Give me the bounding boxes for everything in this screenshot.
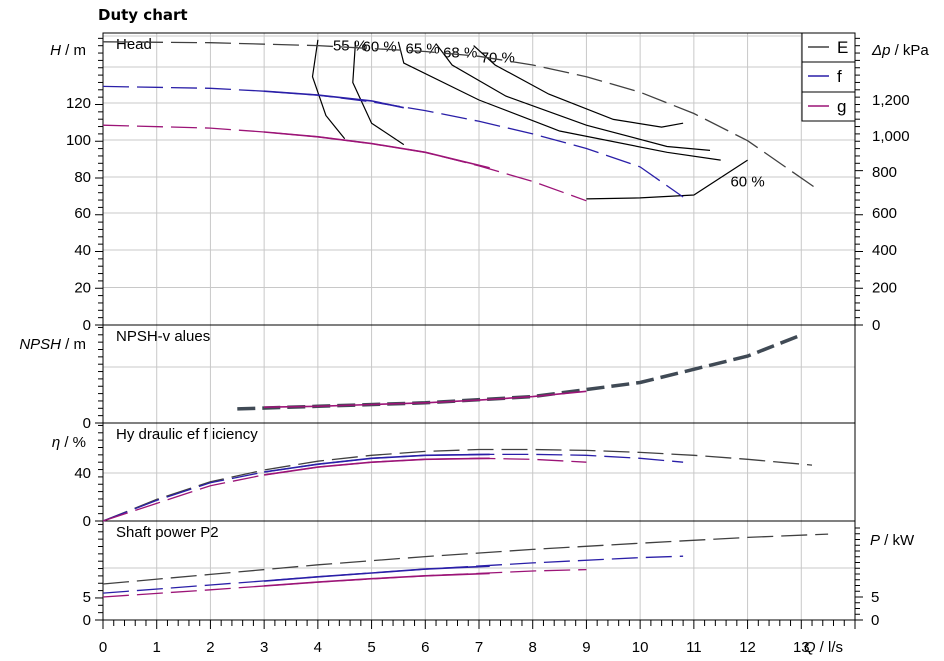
y-tick-label: 40 xyxy=(74,242,91,259)
x-tick-label: 5 xyxy=(367,639,375,656)
y2-tick-label: 1,200 xyxy=(872,92,910,109)
x-axis-label: Q / l/s xyxy=(804,639,843,656)
series-E-head xyxy=(102,41,818,190)
efficiency-contour-label: 60 % xyxy=(730,173,764,190)
x-tick-label: 10 xyxy=(632,639,649,656)
y-tick-label: 60 xyxy=(74,205,91,222)
efficiency-contour-label: 55 % xyxy=(333,38,367,55)
y-axis-label: NPSH / m xyxy=(19,336,86,353)
panel-label-head: Head xyxy=(116,36,152,53)
x-tick-label: 2 xyxy=(206,639,214,656)
y-tick-label: 0 xyxy=(83,317,91,334)
efficiency-contour xyxy=(435,43,711,151)
x-tick-label: 4 xyxy=(314,639,322,656)
efficiency-contour-label: 60 % xyxy=(363,39,397,56)
grid-layer xyxy=(103,33,855,620)
series-g-npsh xyxy=(264,390,587,408)
y-tick-label: 20 xyxy=(74,280,91,297)
x-tick-label: 7 xyxy=(475,639,483,656)
series-f-efficiency xyxy=(102,453,684,522)
x-tick-label: 9 xyxy=(582,639,590,656)
panel-label-power: Shaft power P2 xyxy=(116,524,219,541)
y-tick-label: 0 xyxy=(83,513,91,530)
series-g-head xyxy=(102,124,587,202)
y-tick-label: 0 xyxy=(83,612,91,629)
tick-layer xyxy=(95,37,863,629)
x-tick-label: 3 xyxy=(260,639,268,656)
efficiency-contour-label: 70 % xyxy=(481,49,515,66)
y2-tick-label: 0 xyxy=(871,612,879,629)
x-tick-label: 12 xyxy=(739,639,756,656)
efficiency-contour xyxy=(586,159,748,200)
x-tick-label: 13 xyxy=(793,639,810,656)
efficiency-contour xyxy=(473,45,684,128)
efficiency-contour-label: 65 % xyxy=(405,41,439,58)
y-tick-label: 100 xyxy=(66,132,91,149)
series-f-head xyxy=(264,90,404,109)
legend-label: g xyxy=(837,97,846,116)
efficiency-contour xyxy=(311,39,346,140)
y-tick-label: 40 xyxy=(74,465,91,482)
efficiency-contour xyxy=(352,41,405,146)
y2-tick-label: 400 xyxy=(872,242,897,259)
series-g-power xyxy=(102,568,587,598)
panel-label-efficiency: Hy draulic ef f iciency xyxy=(116,426,258,443)
y-axis-label: η / % xyxy=(52,434,86,451)
series-f-head xyxy=(102,85,684,198)
y2-tick-label: 600 xyxy=(872,205,897,222)
chart-title: Duty chart xyxy=(98,6,188,24)
y2-axis-label: Δp / kPa xyxy=(871,42,929,59)
y-axis-label: H / m xyxy=(50,42,86,59)
x-tick-label: 8 xyxy=(529,639,537,656)
legend-label: E xyxy=(837,38,848,57)
series-E-efficiency xyxy=(102,448,813,522)
y-tick-label: 5 xyxy=(83,589,91,606)
y-tick-label: 0 xyxy=(83,415,91,432)
y2-tick-label: 0 xyxy=(872,317,880,334)
x-tick-label: 11 xyxy=(686,639,702,656)
series-E-power xyxy=(102,533,829,585)
y2-tick-label: 1,000 xyxy=(872,128,910,145)
y2-tick-label: 5 xyxy=(871,589,879,606)
y-tick-label: 80 xyxy=(74,169,91,186)
x-tick-label: 0 xyxy=(99,639,107,656)
series-f-efficiency xyxy=(263,453,490,473)
x-tick-label: 6 xyxy=(421,639,429,656)
panel-label-npsh: NPSH-v alues xyxy=(116,328,210,345)
series-g-head xyxy=(264,131,490,169)
y2-tick-label: 200 xyxy=(872,280,897,297)
efficiency-contour-label: 68 % xyxy=(443,44,477,61)
efficiency-contour xyxy=(397,41,721,161)
series-g-power xyxy=(264,572,490,587)
y2-tick-label: 800 xyxy=(872,164,897,181)
legend-label: f xyxy=(837,67,842,86)
x-tick-label: 1 xyxy=(153,639,161,656)
y2-axis-label: P / kW xyxy=(870,532,915,549)
series-g-efficiency xyxy=(263,457,490,476)
series-f-power xyxy=(102,555,684,594)
series-g-efficiency xyxy=(102,457,587,522)
y-tick-label: 120 xyxy=(66,95,91,112)
series-f-power xyxy=(264,565,490,582)
